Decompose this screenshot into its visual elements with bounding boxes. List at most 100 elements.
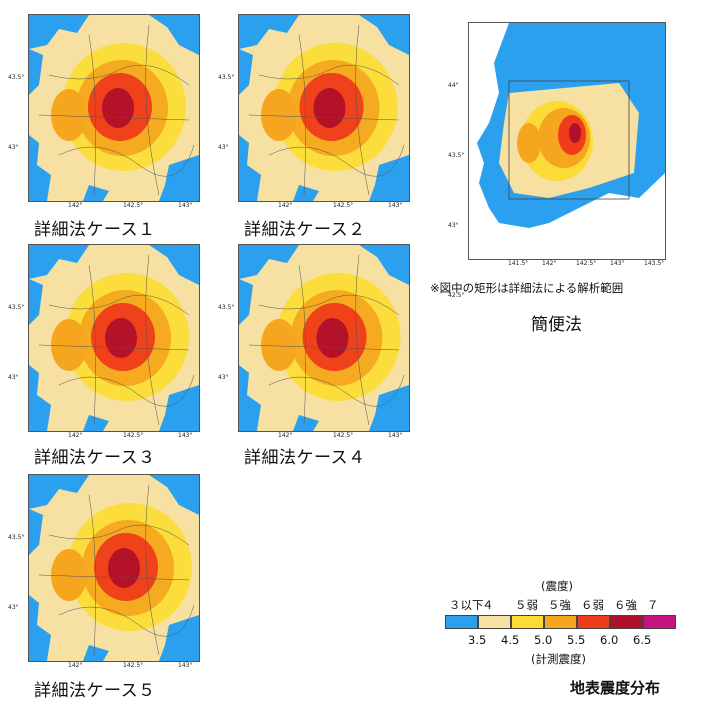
boundary-line: [355, 24, 370, 196]
boundary-line: [58, 604, 195, 637]
boundary-line: [88, 494, 96, 656]
low-intensity-area: [149, 15, 199, 55]
map-graphic: [477, 23, 665, 228]
low-intensity-area: [29, 509, 43, 555]
boundary-line: [145, 484, 160, 656]
axis-tick-x: 143°: [178, 662, 193, 669]
low-intensity-area: [369, 385, 409, 431]
boundary-line: [38, 574, 190, 581]
map-graphic: [239, 245, 409, 431]
boundary-line: [298, 264, 306, 426]
axis-tick-x: 142.5°: [333, 202, 354, 209]
map-graphic: [29, 15, 199, 201]
low-intensity-area: [359, 15, 409, 55]
boundary-line: [248, 114, 400, 121]
boundary-line: [248, 344, 400, 351]
low-intensity-area: [159, 155, 199, 201]
low-intensity-area: [159, 385, 199, 431]
simple-caption: 簡便法: [531, 315, 582, 335]
legend-swatch: [577, 615, 610, 629]
axis-tick-x: 143°: [388, 432, 403, 439]
axis-tick-x: 143°: [178, 202, 193, 209]
axis-tick-x: 142.5°: [123, 432, 144, 439]
low-intensity-area: [149, 475, 199, 515]
legend-instrument-label: 6.0: [600, 633, 619, 647]
axis-tick-y: 43°: [448, 222, 459, 229]
low-intensity-area: [29, 15, 89, 49]
axis-tick-y: 43.5°: [8, 304, 25, 311]
map-graphic: [29, 475, 199, 661]
boundary-line: [38, 114, 190, 121]
axis-tick-y: 43°: [8, 374, 19, 381]
axis-tick-y: 43.5°: [218, 304, 235, 311]
intensity-zone: [316, 318, 349, 358]
legend-intensity-label: ３以下: [449, 598, 484, 612]
low-intensity-area: [29, 475, 89, 509]
intensity-zone: [51, 319, 87, 371]
axis-tick-x: 141.5°: [508, 260, 529, 267]
low-intensity-area: [239, 135, 261, 201]
intensity-map: [28, 244, 200, 432]
panel-caption: 詳細法ケース１: [34, 220, 156, 240]
axis-tick-x: 142.5°: [123, 202, 144, 209]
map-graphic: [239, 15, 409, 201]
boundary-line: [145, 254, 160, 426]
boundary-line: [145, 24, 160, 196]
axis-tick-x: 142.5°: [123, 662, 144, 669]
boundary-line: [88, 34, 96, 196]
boundary-line: [48, 294, 190, 316]
legend-intensity-label: ６弱: [581, 598, 604, 612]
axis-tick-y: 43.5°: [8, 534, 25, 541]
intensity-zone: [517, 123, 541, 163]
boundary-line: [58, 144, 195, 177]
low-intensity-area: [83, 185, 109, 201]
map-graphic: [29, 245, 199, 431]
boundary-line: [48, 64, 190, 86]
boundary-line: [268, 144, 405, 177]
boundary-line: [258, 294, 400, 316]
low-intensity-area: [239, 15, 299, 49]
low-intensity-area: [239, 245, 299, 279]
panel-caption: 詳細法ケース３: [34, 448, 156, 468]
axis-tick-y: 43.5°: [8, 74, 25, 81]
low-intensity-area: [29, 245, 89, 279]
low-intensity-area: [159, 615, 199, 661]
legend-swatch: [643, 615, 676, 629]
legend-swatch: [478, 615, 511, 629]
axis-tick-x: 142°: [542, 260, 557, 267]
legend-title: 地表震度分布: [570, 679, 661, 697]
legend-intensity-label: ６強: [614, 598, 637, 612]
low-intensity-area: [29, 49, 43, 95]
legend-instrument-label: 5.0: [534, 633, 553, 647]
simple-intensity-map: [468, 22, 666, 260]
low-intensity-area: [239, 365, 261, 431]
analysis-range-rectangle: [508, 80, 630, 200]
boundary-line: [268, 374, 405, 407]
intensity-map: [28, 14, 200, 202]
low-intensity-area: [83, 415, 109, 431]
intensity-zone: [51, 549, 87, 601]
axis-tick-y: 43.5°: [448, 152, 465, 159]
intensity-zone: [569, 123, 581, 143]
low-intensity-area: [369, 155, 409, 201]
low-intensity-area: [293, 415, 319, 431]
intensity-zone: [105, 318, 137, 358]
low-intensity-area: [29, 365, 51, 431]
legend-instrument-label: 3.5: [468, 633, 487, 647]
low-intensity-area: [149, 245, 199, 285]
low-intensity-area: [293, 185, 319, 201]
intensity-zone: [313, 88, 346, 128]
axis-tick-x: 142°: [68, 202, 83, 209]
legend-instrument-label: 4.5: [501, 633, 520, 647]
legend-instrument-label: 6.5: [633, 633, 652, 647]
analysis-range-note: ※図中の矩形は詳細法による解析範囲: [430, 281, 624, 295]
intensity-map: [28, 474, 200, 662]
boundary-line: [355, 254, 370, 426]
boundary-line: [58, 374, 195, 407]
axis-tick-y: 42.5°: [448, 292, 465, 299]
low-intensity-area: [29, 595, 51, 661]
legend-swatch: [610, 615, 643, 629]
axis-tick-x: 143°: [388, 202, 403, 209]
legend-swatch: [511, 615, 544, 629]
legend-intensity-label: ７: [647, 598, 659, 612]
